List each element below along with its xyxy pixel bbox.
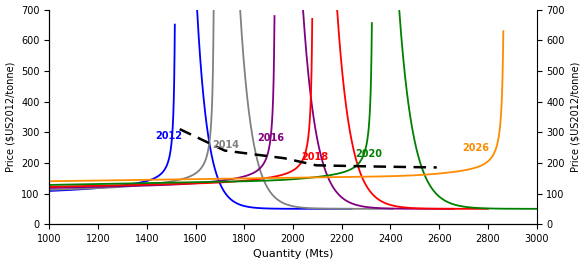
Text: 2012: 2012 [155, 131, 182, 141]
Text: 2014: 2014 [213, 140, 240, 150]
Text: 2020: 2020 [355, 149, 382, 159]
Text: 2016: 2016 [258, 133, 285, 143]
X-axis label: Quantity (Mts): Quantity (Mts) [253, 249, 333, 259]
Y-axis label: Price ($US2012/tonne): Price ($US2012/tonne) [5, 62, 16, 172]
Text: 2018: 2018 [302, 152, 329, 162]
Y-axis label: Price ($US2012/tonne): Price ($US2012/tonne) [570, 62, 581, 172]
Text: 2026: 2026 [462, 143, 489, 153]
